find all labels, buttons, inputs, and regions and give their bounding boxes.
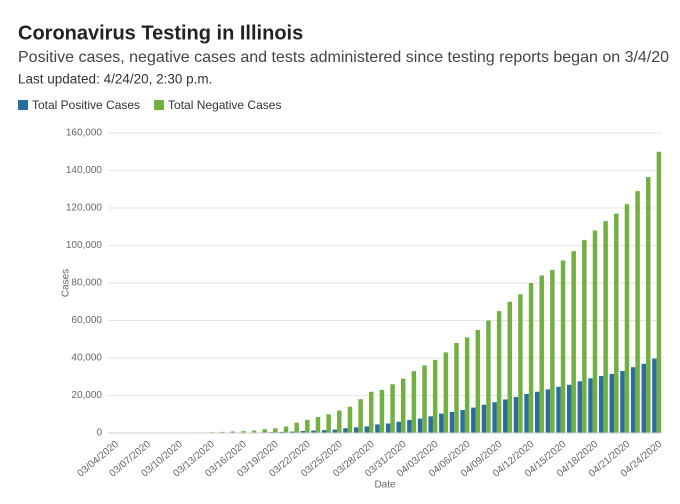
bar (305, 420, 309, 433)
bar (471, 408, 475, 433)
bar (348, 407, 352, 433)
chart-subtitle: Positive cases, negative cases and tests… (18, 49, 669, 66)
bar (450, 412, 454, 433)
bar (550, 270, 554, 433)
bar (642, 364, 646, 433)
bar (657, 152, 661, 433)
bar (486, 321, 490, 434)
bar (444, 352, 448, 433)
bar (599, 376, 603, 433)
y-tick-label: 80,000 (71, 278, 102, 289)
bar (539, 276, 543, 434)
y-axis-label: Cases (61, 269, 72, 297)
bar (273, 428, 277, 433)
bar (454, 343, 458, 433)
legend-swatch (18, 100, 28, 110)
y-tick-label: 100,000 (66, 240, 103, 251)
bar (386, 424, 390, 433)
bar (407, 420, 411, 433)
bar (284, 426, 288, 433)
bar (497, 311, 501, 433)
bar (492, 402, 496, 433)
bar (433, 360, 437, 433)
bar (631, 367, 635, 433)
bar (375, 424, 379, 433)
bar (567, 385, 571, 433)
update-note: Last updated: 4/24/20, 2:30 p.m. (18, 72, 212, 87)
bar (428, 416, 432, 433)
legend-label: Total Positive Cases (32, 98, 140, 112)
bar (503, 399, 507, 433)
bar (326, 414, 330, 433)
bar (561, 261, 565, 434)
bar (460, 410, 464, 433)
bar (556, 387, 560, 433)
bar (635, 191, 639, 433)
bar (593, 231, 597, 434)
bar (412, 371, 416, 433)
bar (343, 428, 347, 433)
bar (365, 426, 369, 433)
bar (524, 394, 528, 433)
bar (418, 419, 422, 433)
bar (571, 251, 575, 433)
bar (603, 221, 607, 433)
bar (476, 330, 480, 433)
legend-swatch (154, 100, 164, 110)
bar (518, 294, 522, 433)
bar (369, 392, 373, 433)
bar (546, 389, 550, 433)
bar (620, 371, 624, 433)
bar (652, 359, 656, 433)
y-tick-label: 20,000 (71, 390, 102, 401)
bar (397, 422, 401, 433)
bar (465, 337, 469, 433)
bar (535, 392, 539, 433)
bar (401, 379, 405, 433)
y-tick-label: 40,000 (71, 353, 102, 364)
bar (482, 405, 486, 433)
bar (294, 423, 298, 433)
bar (508, 302, 512, 433)
bar (316, 417, 320, 433)
bar (358, 399, 362, 433)
bar (588, 378, 592, 433)
y-tick-label: 160,000 (66, 128, 103, 139)
y-tick-label: 120,000 (66, 203, 103, 214)
bar (380, 390, 384, 433)
bar (337, 411, 341, 434)
bar (333, 430, 337, 433)
bar (582, 240, 586, 433)
bar (610, 374, 614, 433)
legend-label: Total Negative Cases (168, 98, 281, 112)
y-tick-label: 60,000 (71, 315, 102, 326)
bar (514, 397, 518, 433)
bar (529, 283, 533, 433)
bar (422, 366, 426, 434)
bar (646, 177, 650, 433)
bar (354, 427, 358, 433)
y-tick-label: 0 (96, 428, 102, 439)
x-axis-label: Date (374, 480, 396, 491)
bar (578, 381, 582, 433)
bar (439, 414, 443, 433)
bar (625, 204, 629, 433)
bar (262, 429, 266, 433)
y-tick-label: 140,000 (66, 165, 103, 176)
chart-title: Coronavirus Testing in Illinois (18, 22, 303, 44)
bar (614, 214, 618, 433)
bar (390, 384, 394, 433)
